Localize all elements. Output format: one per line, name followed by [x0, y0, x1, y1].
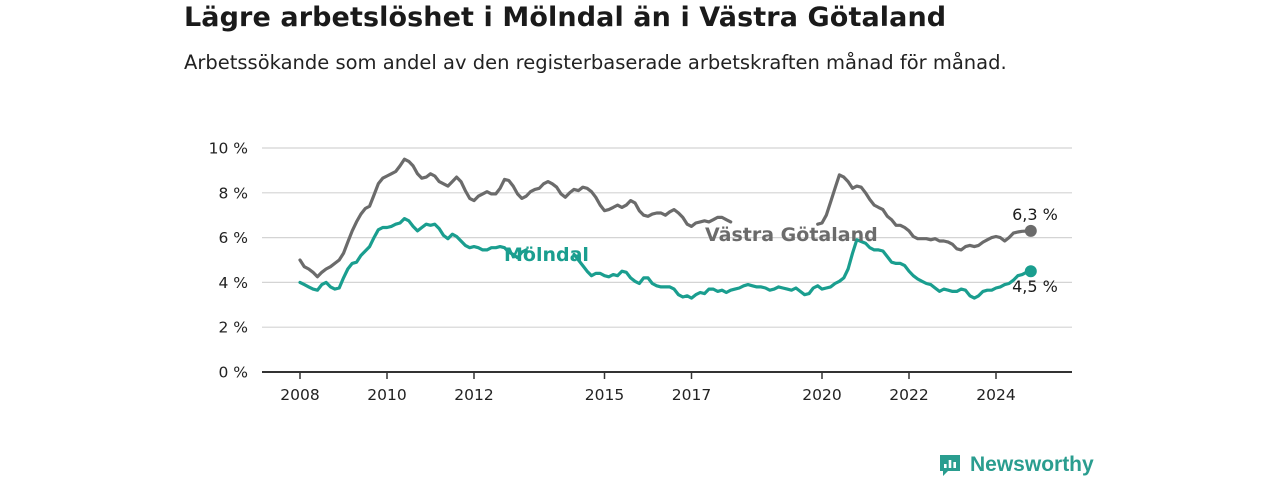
x-tick-label: 2017	[672, 386, 711, 404]
y-tick-labels: 0 % 2 % 4 % 6 % 8 % 10 %	[209, 140, 248, 382]
series-label: Västra Götaland	[705, 224, 878, 246]
series-end-point	[1024, 224, 1037, 237]
chart-subtitle: Arbetssökande som andel av den registerb…	[184, 51, 1007, 74]
series-labels: Mölndal Västra Götaland 6,3 % 4,5 %	[504, 205, 1058, 296]
x-tick-label: 2022	[889, 386, 928, 404]
newsworthy-logo-icon	[940, 455, 960, 476]
y-tick-label: 8 %	[218, 184, 248, 202]
series-end-point	[1024, 265, 1037, 278]
x-tick-label: 2015	[585, 386, 624, 404]
x-tick-label: 2008	[280, 386, 319, 404]
y-tick-label: 4 %	[218, 274, 248, 292]
series-line	[572, 238, 1033, 300]
series-line	[298, 157, 733, 279]
y-tick-label: 2 %	[218, 319, 248, 337]
x-tick-label: 2012	[454, 386, 493, 404]
y-tick-label: 0 %	[218, 364, 248, 382]
y-tick-label: 6 %	[218, 229, 248, 247]
series-line	[298, 217, 528, 292]
series-label: Mölndal	[504, 244, 589, 266]
brand[interactable]: Newsworthy	[938, 450, 1094, 480]
series-lines	[298, 157, 1037, 300]
x-axis: 2008 2010 2012 2015 2017 2020 2022 2024	[262, 371, 1072, 404]
x-tick-label: 2010	[367, 386, 406, 404]
end-value-label: 4,5 %	[1012, 277, 1058, 296]
x-tick-label: 2024	[976, 386, 1015, 404]
chart-title: Lägre arbetslöshet i Mölndal än i Västra…	[184, 2, 947, 33]
brand-name: Newsworthy	[970, 453, 1094, 476]
end-value-label: 6,3 %	[1012, 205, 1058, 224]
y-tick-label: 10 %	[209, 140, 248, 158]
series-line	[816, 173, 1033, 252]
x-tick-label: 2020	[802, 386, 841, 404]
grid-lines	[262, 147, 1072, 328]
